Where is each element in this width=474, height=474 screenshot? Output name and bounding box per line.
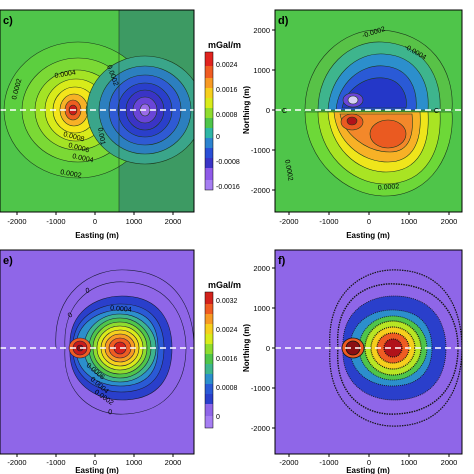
panel-f-y-tick-label: 1000 [253, 304, 270, 313]
panel-e-contour-label: 0 [67, 312, 75, 320]
panel-c-contour-label: 0.0002 [60, 169, 82, 180]
panel-d-label: d) [278, 15, 289, 27]
panel-d-y-tick-label: 1000 [253, 66, 270, 75]
panel-d-x-tick-label: 2000 [441, 217, 458, 226]
panel-d-y-axis: 2000 1000 0 -1000 -2000 Northing (m) [242, 26, 275, 195]
panel-e-colorbar-title: mGal/m [208, 280, 241, 290]
panel-c-x-axis: -2000 -1000 0 1000 2000 Easting (m) [7, 212, 181, 240]
panel-e-x-tick-label: -1000 [46, 458, 65, 467]
panel-e-x-tick-label: 2000 [165, 458, 182, 467]
panel-f-x-axis: -2000 -1000 0 1000 2000 Easting (m) [279, 454, 457, 474]
panel-c-x-tick-label: -2000 [7, 217, 26, 226]
panel-e-label: e) [3, 255, 13, 267]
panel-d-heatmap [275, 10, 462, 212]
panel-c-x-axis-title: Easting (m) [75, 231, 119, 240]
panel-c-x-tick-label: 1000 [126, 217, 143, 226]
panel-f-x-tick-label: -1000 [319, 458, 338, 467]
panel-d: d) -0.0002 -0.0004 0.0002 0.0002 C C 200… [242, 9, 463, 240]
panel-c-colorbar-tick: -0.0008 [216, 159, 240, 166]
panel-f-x-axis-title: Easting (m) [346, 466, 390, 474]
panel-d-y-tick-label: -1000 [251, 146, 270, 155]
panel-e: e) 0 0.0004 0 0.0006 0.0004 0.0002 0 mGa… [0, 249, 241, 474]
panel-c: c) 0.0002 0.0004 0.0002 0.0008 0.0006 0.… [0, 9, 241, 240]
panel-d-y-tick-label: -2000 [251, 186, 270, 195]
panel-e-contour-label: 0.0004 [110, 305, 132, 314]
panel-d-y-axis-title: Northing (m) [242, 86, 251, 134]
panel-c-colorbar-tick: 0.0016 [216, 87, 238, 94]
panel-f-y-tick-label: 0 [266, 344, 270, 353]
panel-f-x-tick-label: 1000 [401, 458, 418, 467]
panel-d-x-tick-label: 1000 [401, 217, 418, 226]
panel-e-x-tick-label: 0 [93, 458, 97, 467]
panel-f: f) 2000 1000 0 -1000 -2000 Northing (m) … [242, 249, 463, 474]
panel-e-colorbar-tick: 0 [216, 414, 220, 421]
panel-f-y-tick-label: -2000 [251, 424, 270, 433]
panel-e-contour-label: 0 [108, 409, 113, 416]
panel-e-x-axis-title: Easting (m) [75, 466, 119, 474]
panel-e-colorbar-tick: 0.0016 [216, 356, 238, 363]
panel-f-x-tick-label: 0 [367, 458, 371, 467]
panel-e-colorbar-tick: 0.0024 [216, 327, 238, 334]
panel-c-colorbar-tick: 0 [216, 134, 220, 141]
panel-d-profile-end-label: C [282, 108, 287, 115]
panel-e-x-tick-label: 1000 [126, 458, 143, 467]
panel-f-y-axis: 2000 1000 0 -1000 -2000 Northing (m) [242, 264, 275, 433]
panel-c-colorbar-tick: -0.0016 [216, 184, 240, 191]
panel-c-label: c) [3, 15, 13, 27]
panel-e-x-tick-label: -2000 [7, 458, 26, 467]
panel-e-colorbar-tick: 0.0008 [216, 385, 238, 392]
panel-f-y-tick-label: 2000 [253, 264, 270, 273]
panel-c-colorbar-tick: 0.0008 [216, 112, 238, 119]
panel-c-x-tick-label: 2000 [165, 217, 182, 226]
panel-d-x-tick-label: -2000 [279, 217, 298, 226]
panel-d-x-tick-label: -1000 [319, 217, 338, 226]
panel-d-y-tick-label: 0 [266, 106, 270, 115]
panel-c-x-tick-label: -1000 [46, 217, 65, 226]
panel-c-colorbar-tick: 0.0024 [216, 62, 238, 69]
panel-c-contour-label: 0.001 [96, 127, 106, 146]
panel-d-x-axis: -2000 -1000 0 1000 2000 Easting (m) [279, 212, 457, 240]
panel-e-colorbar: mGal/m 0.0032 0.0024 0.0016 0.0008 0 [204, 280, 241, 429]
panel-f-label: f) [278, 255, 286, 267]
panel-d-x-tick-label: 0 [367, 217, 371, 226]
panel-c-heatmap [0, 10, 194, 212]
panel-d-profile-end-label: C [434, 108, 439, 115]
panel-c-colorbar: mGal/m 0.0024 0.0016 0.0008 0 -0.0008 -0… [204, 40, 241, 191]
panel-c-contour-label: 0.0004 [54, 69, 76, 80]
panel-d-contour-label: 0.0002 [283, 159, 294, 181]
panel-e-x-axis: -2000 -1000 0 1000 2000 Easting (m) [7, 454, 181, 474]
panel-e-colorbar-tick: 0.0032 [216, 298, 238, 305]
panel-f-x-tick-label: -2000 [279, 458, 298, 467]
panel-d-y-tick-label: 2000 [253, 26, 270, 35]
panel-f-x-tick-label: 2000 [441, 458, 458, 467]
panel-c-x-tick-label: 0 [93, 217, 97, 226]
panel-f-y-tick-label: -1000 [251, 384, 270, 393]
panel-d-x-axis-title: Easting (m) [346, 231, 390, 240]
panel-e-heatmap [0, 250, 194, 454]
panel-e-contour-label: 0 [85, 287, 90, 295]
panel-c-contour-label: 0.0004 [72, 153, 95, 164]
panel-f-heatmap [275, 250, 462, 454]
panel-c-colorbar-title: mGal/m [208, 40, 241, 50]
panel-d-contour-label: 0.0002 [378, 183, 400, 192]
panel-f-y-axis-title: Northing (m) [242, 324, 251, 372]
